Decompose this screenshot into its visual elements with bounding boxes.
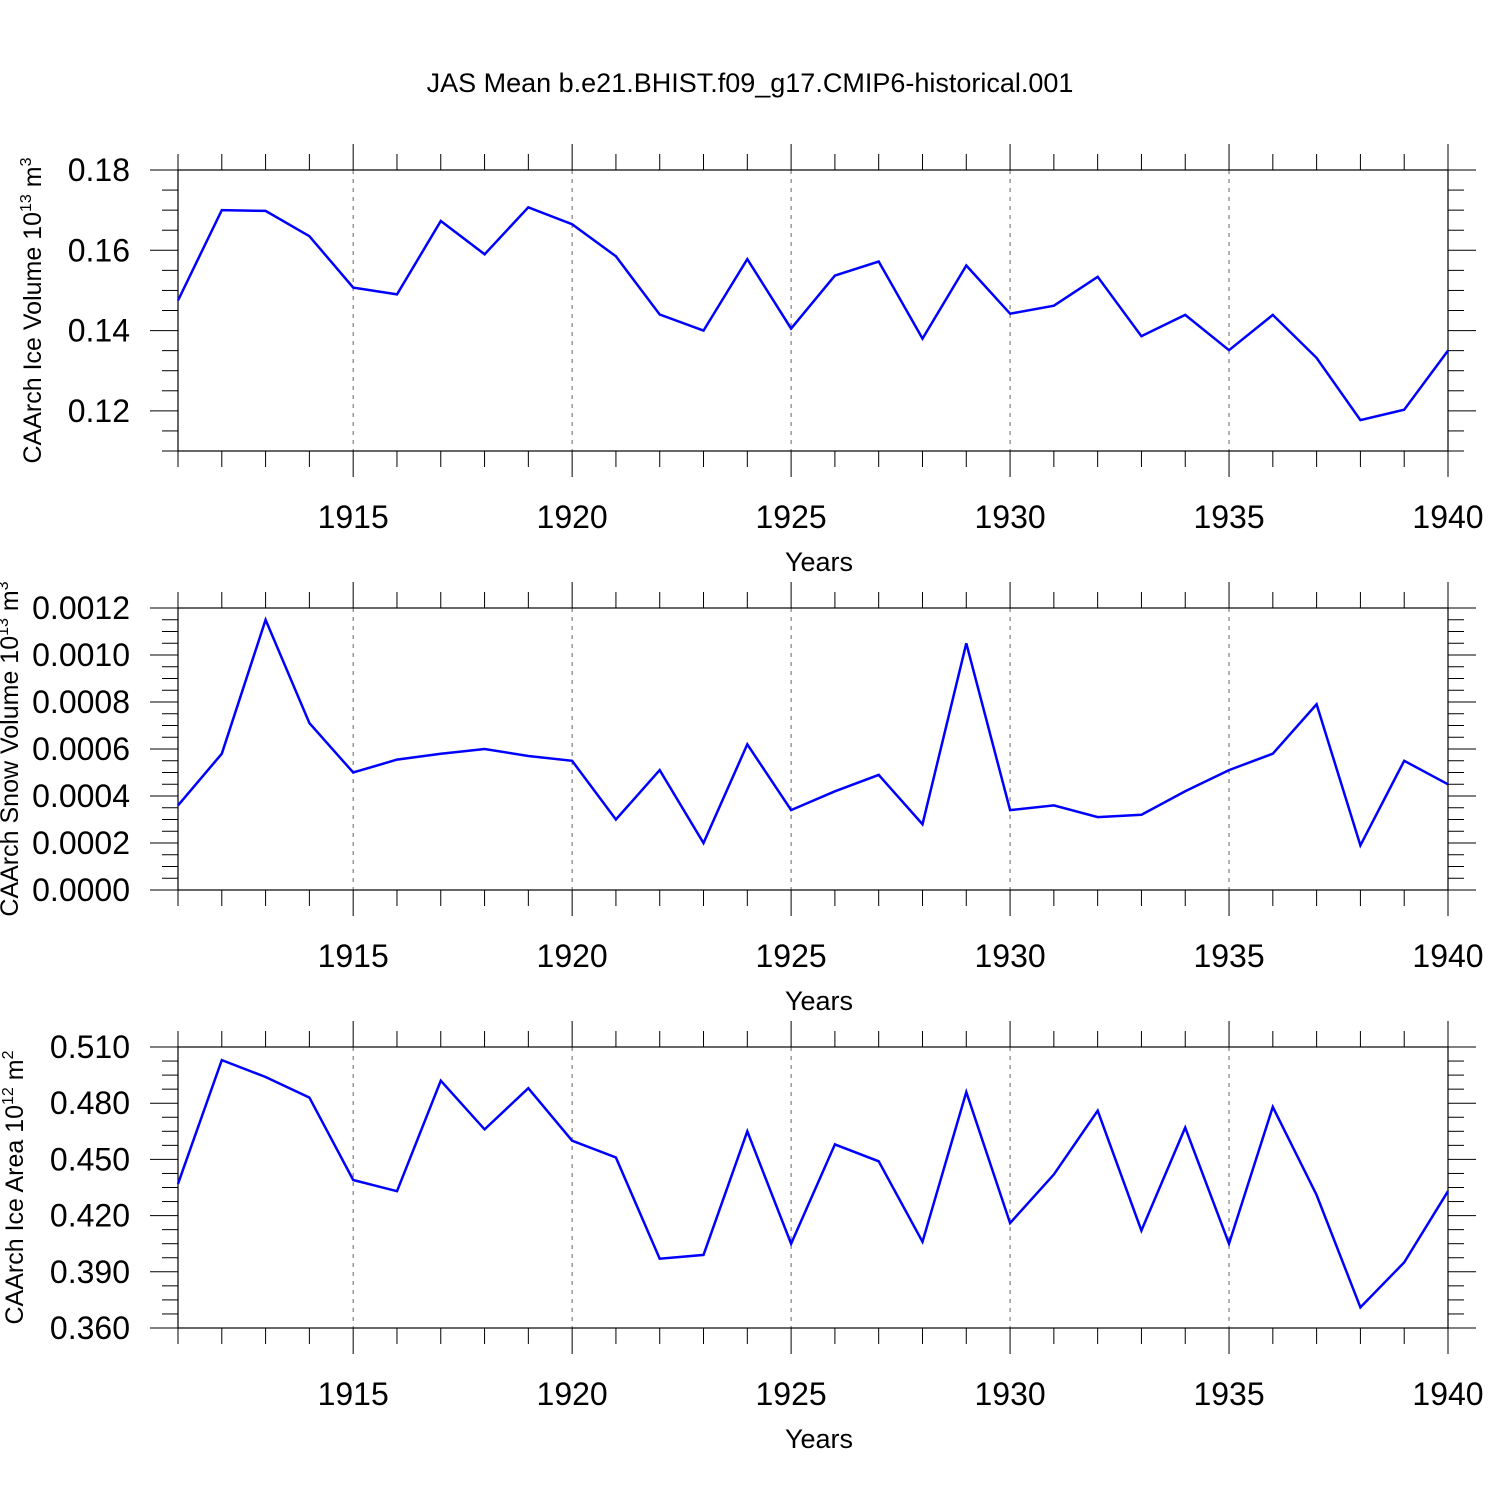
- plot-frame: [177, 169, 1449, 452]
- panel-ice-volume: 1915 1920 1925 1930 1935 1940 Years 0.12 0.14 0.1…: [18, 144, 1484, 577]
- y-tick-label: 0.390: [50, 1254, 130, 1290]
- x-axis-label: Years: [785, 986, 853, 1016]
- y-tick-label: 0.0004: [32, 778, 130, 814]
- x-tick-label: 1920: [537, 938, 608, 974]
- y-tick-label: 0.12: [68, 393, 130, 429]
- series-line: [176, 205, 1450, 422]
- figure-title: JAS Mean b.e21.BHIST.f09_g17.CMIP6-histo…: [426, 68, 1074, 98]
- y-tick-label: 0.0006: [32, 731, 130, 767]
- y-tick-label: 0.0010: [32, 637, 130, 673]
- series-line: [176, 1058, 1450, 1310]
- x-tick-label: 1930: [974, 938, 1045, 974]
- panel-snow-volume: 1915 1920 1925 1930 1935 1940 Years 0.0000 0.000…: [0, 581, 1484, 1016]
- y-tick-label: 0.420: [50, 1198, 130, 1234]
- x-tick-label: 1915: [318, 938, 389, 974]
- x-tick-label: 1940: [1412, 938, 1483, 974]
- y-axis-label: CAArch Snow Volume 1013 m3: [0, 581, 24, 916]
- x-tick-label: 1925: [756, 499, 827, 535]
- y-tick-label: 0.18: [68, 152, 130, 188]
- y-tick-label: 0.0000: [32, 872, 130, 908]
- x-tick-label: 1920: [537, 1376, 608, 1412]
- y-tick-label: 0.16: [68, 232, 130, 268]
- x-tick-label: 1940: [1412, 499, 1483, 535]
- y-tick-label: 0.360: [50, 1310, 130, 1346]
- x-axis-label: Years: [785, 1424, 853, 1454]
- x-tick-label: 1935: [1193, 1376, 1264, 1412]
- x-tick-label: 1935: [1193, 499, 1264, 535]
- y-axis-label: CAArch Ice Area 1012 m2: [0, 1050, 29, 1324]
- series-line: [177, 616, 1449, 849]
- y-tick-label: 0.480: [50, 1085, 130, 1121]
- x-tick-label: 1930: [974, 1376, 1045, 1412]
- x-tick-label: 1915: [318, 1376, 389, 1412]
- x-tick-label: 1920: [537, 499, 608, 535]
- plot-frame: [177, 1046, 1449, 1329]
- plot-frame: [177, 607, 1449, 891]
- y-tick-label: 0.510: [50, 1029, 130, 1065]
- y-tick-label: 0.14: [68, 313, 130, 349]
- x-axis-label: Years: [785, 547, 853, 577]
- y-tick-label: 0.0008: [32, 684, 130, 720]
- x-tick-label: 1940: [1412, 1376, 1483, 1412]
- x-tick-label: 1925: [756, 1376, 827, 1412]
- x-tick-label: 1925: [756, 938, 827, 974]
- y-tick-label: 0.0002: [32, 825, 130, 861]
- y-tick-label: 0.0012: [32, 590, 130, 626]
- x-tick-label: 1935: [1193, 938, 1264, 974]
- y-axis-label: CAArch Ice Volume 1013 m3: [18, 157, 47, 463]
- panel-ice-area: 1915 1920 1925 1930 1935 1940 Years 0.360 0.390 0…: [0, 1021, 1484, 1454]
- x-tick-label: 1930: [974, 499, 1045, 535]
- x-tick-label: 1915: [318, 499, 389, 535]
- y-tick-label: 0.450: [50, 1141, 130, 1177]
